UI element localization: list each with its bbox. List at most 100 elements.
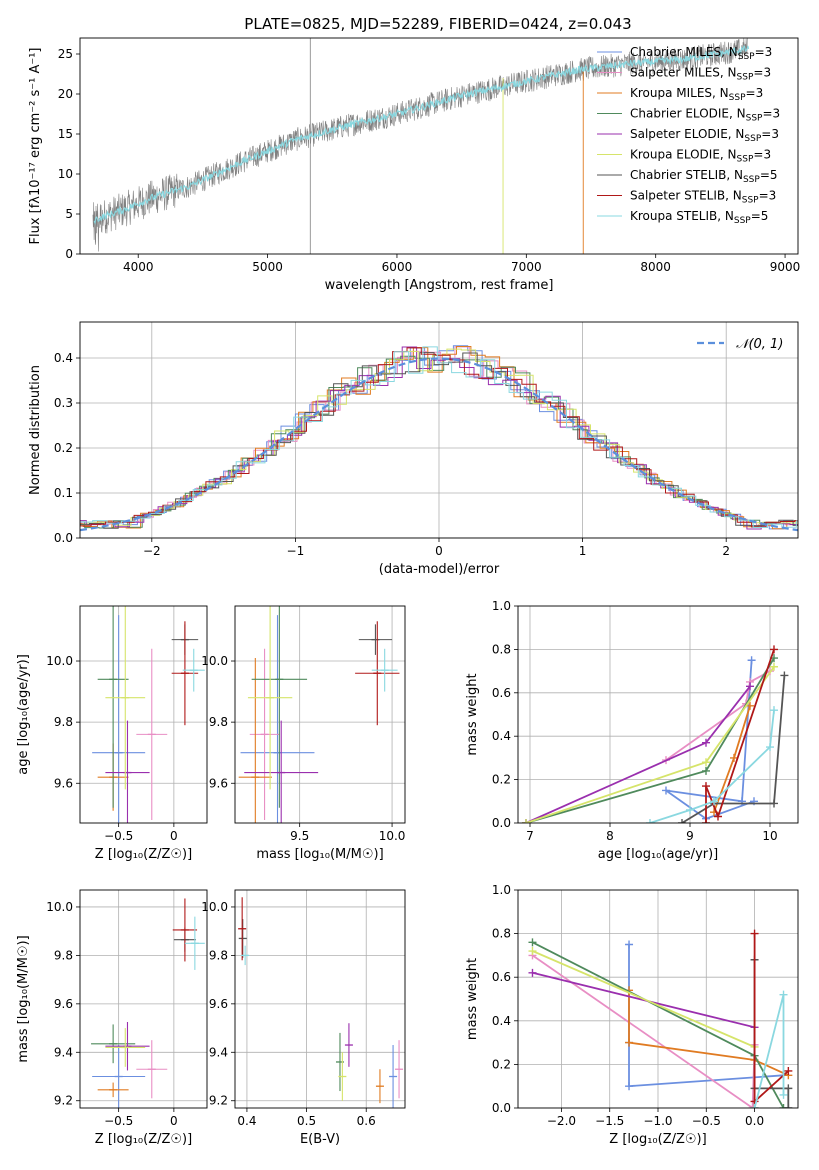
weight-marker	[750, 1104, 759, 1108]
errorbar-point	[371, 648, 398, 692]
x-axis-label: mass [log₁₀(M/M☉)]	[256, 847, 383, 862]
y-tick-label: 9.8	[209, 715, 228, 729]
errorbar-point	[244, 720, 319, 823]
panel-residuals: −2 −1 0 1 2 0.0 0.1 0.2 0.3 0.4 (data-model)/error…	[28, 321, 799, 577]
errorbar-point	[344, 1023, 353, 1067]
x-tick-label: 7000	[511, 260, 542, 274]
panel-spectrum: 4000 5000 6000 7000 8000 9000 0 5 10 15 20 25 wavele…	[28, 37, 800, 293]
gaussian-legend-label: 𝒩(0, 1)	[736, 337, 783, 352]
y-tick-label: 1.0	[492, 599, 511, 613]
weight-marker	[662, 786, 670, 795]
errorbar-point	[105, 720, 150, 823]
errorbar-point	[247, 606, 293, 790]
x-axis-label: E(B-V)	[300, 1132, 340, 1147]
y-tick-label: 9.6	[54, 776, 73, 790]
y-tick-label: 1.0	[492, 883, 511, 897]
weight-marker	[714, 812, 722, 821]
weight-marker	[702, 738, 710, 747]
errorbar-point	[241, 945, 250, 966]
y-tick-label: 0.0	[54, 531, 73, 545]
legend-entry: Salpeter STELIB, NSSP=3	[630, 189, 776, 206]
y-tick-label: 5	[65, 207, 73, 221]
x-tick-label: 10	[762, 829, 777, 843]
weight-marker	[779, 1090, 788, 1099]
x-tick-label: 0	[435, 544, 443, 558]
weight-marker	[528, 968, 537, 977]
panel-age_vs_Z: −0.5 0 9.6 9.8 10.0 Z [log₁₀(Z/Z☉)] age [log₁₀…	[16, 605, 208, 862]
y-axis-label: mass weight	[465, 958, 480, 1040]
panel-mass_vs_ebv: 0.4 0.5 0.6 9.2 9.4 9.6 9.8 10.0 E(B-V)	[201, 889, 406, 1147]
x-axis-label: (data-model)/error	[379, 562, 500, 577]
y-tick-label: 9.4	[209, 1045, 228, 1059]
weight-marker	[779, 990, 788, 999]
weight-marker	[702, 782, 710, 791]
plot-area-spectrum	[92, 38, 750, 254]
x-tick-label: −0.5	[104, 1114, 133, 1128]
y-tick-label: 9.8	[54, 715, 73, 729]
y-axis-label: mass [log₁₀(M/M☉)]	[16, 935, 31, 1062]
y-tick-label: 0.6	[492, 686, 511, 700]
x-tick-label: 9	[686, 829, 694, 843]
y-tick-label: 0.3	[54, 396, 73, 410]
weight-marker	[625, 940, 634, 949]
y-tick-label: 9.4	[54, 1045, 73, 1059]
errorbar-point	[136, 1040, 168, 1099]
x-tick-label: 8	[606, 829, 614, 843]
plot-area-age_vs_mass	[235, 606, 405, 823]
y-axis-label: mass weight	[465, 673, 480, 755]
weight-marker	[770, 706, 778, 715]
axes-frame	[79, 37, 799, 255]
weight-marker	[784, 1104, 793, 1108]
x-tick-label: 7	[526, 829, 534, 843]
weight-marker	[528, 947, 537, 956]
x-tick-label: −0.5	[104, 829, 133, 843]
errorbar-point	[184, 916, 205, 970]
weight-marker	[746, 682, 754, 691]
plot-layer: 4000 5000 6000 7000 8000 90000510152025wavele…	[16, 37, 800, 1147]
x-axis-label: age [log₁₀(age/yr)]	[598, 847, 719, 862]
weight-series-5	[525, 666, 775, 823]
x-tick-label: 6000	[382, 260, 413, 274]
x-tick-label: −1.5	[595, 1114, 624, 1128]
weight-marker	[766, 743, 774, 752]
x-tick-label: −2.0	[547, 1114, 576, 1128]
y-axis-label: Flux [fλ10⁻¹⁷ erg cm⁻² s⁻¹ A⁻¹]	[28, 48, 43, 245]
axes-frame	[234, 605, 406, 824]
x-tick-label: −1.0	[643, 1114, 672, 1128]
weight-marker	[625, 1038, 634, 1047]
weight-marker	[646, 819, 654, 823]
y-tick-label: 0	[65, 247, 73, 261]
gaussian-curve	[80, 357, 798, 532]
y-tick-label: 0.6	[492, 970, 511, 984]
y-tick-label: 0.2	[492, 773, 511, 787]
x-axis-label: Z [log₁₀(Z/Z☉)]	[95, 1132, 192, 1147]
x-tick-label: 0	[170, 1114, 178, 1128]
legend-entry: Chabrier STELIB, NSSP=5	[630, 168, 778, 185]
weight-marker	[770, 645, 778, 654]
y-tick-label: 9.6	[209, 997, 228, 1011]
weight-marker	[780, 671, 789, 680]
x-tick-label: 10.0	[379, 829, 406, 843]
errorbar-point	[395, 1040, 404, 1099]
x-tick-label: 8000	[640, 260, 671, 274]
weight-marker	[730, 753, 738, 762]
axes-frame	[517, 889, 799, 1109]
x-tick-label: 0.4	[237, 1114, 256, 1128]
weight-marker	[770, 799, 778, 808]
x-tick-label: 0.0	[745, 1114, 764, 1128]
errorbar-point	[375, 1069, 384, 1104]
legend-entry: Salpeter MILES, NSSP=3	[630, 66, 771, 83]
y-tick-label: 0.2	[54, 441, 73, 455]
y-tick-label: 0.0	[492, 816, 511, 830]
weight-marker	[702, 758, 710, 767]
legend-entry: Kroupa STELIB, NSSP=5	[630, 209, 768, 226]
y-tick-label: 15	[58, 127, 73, 141]
plot-area-weight_vs_age	[518, 606, 798, 823]
weight-marker	[686, 805, 694, 814]
x-tick-label: −0.5	[692, 1114, 721, 1128]
y-tick-label: 0.8	[492, 642, 511, 656]
y-tick-label: 0.1	[54, 486, 73, 500]
weight-marker	[770, 662, 778, 671]
legend-entry: Salpeter ELODIE, NSSP=3	[630, 127, 779, 144]
